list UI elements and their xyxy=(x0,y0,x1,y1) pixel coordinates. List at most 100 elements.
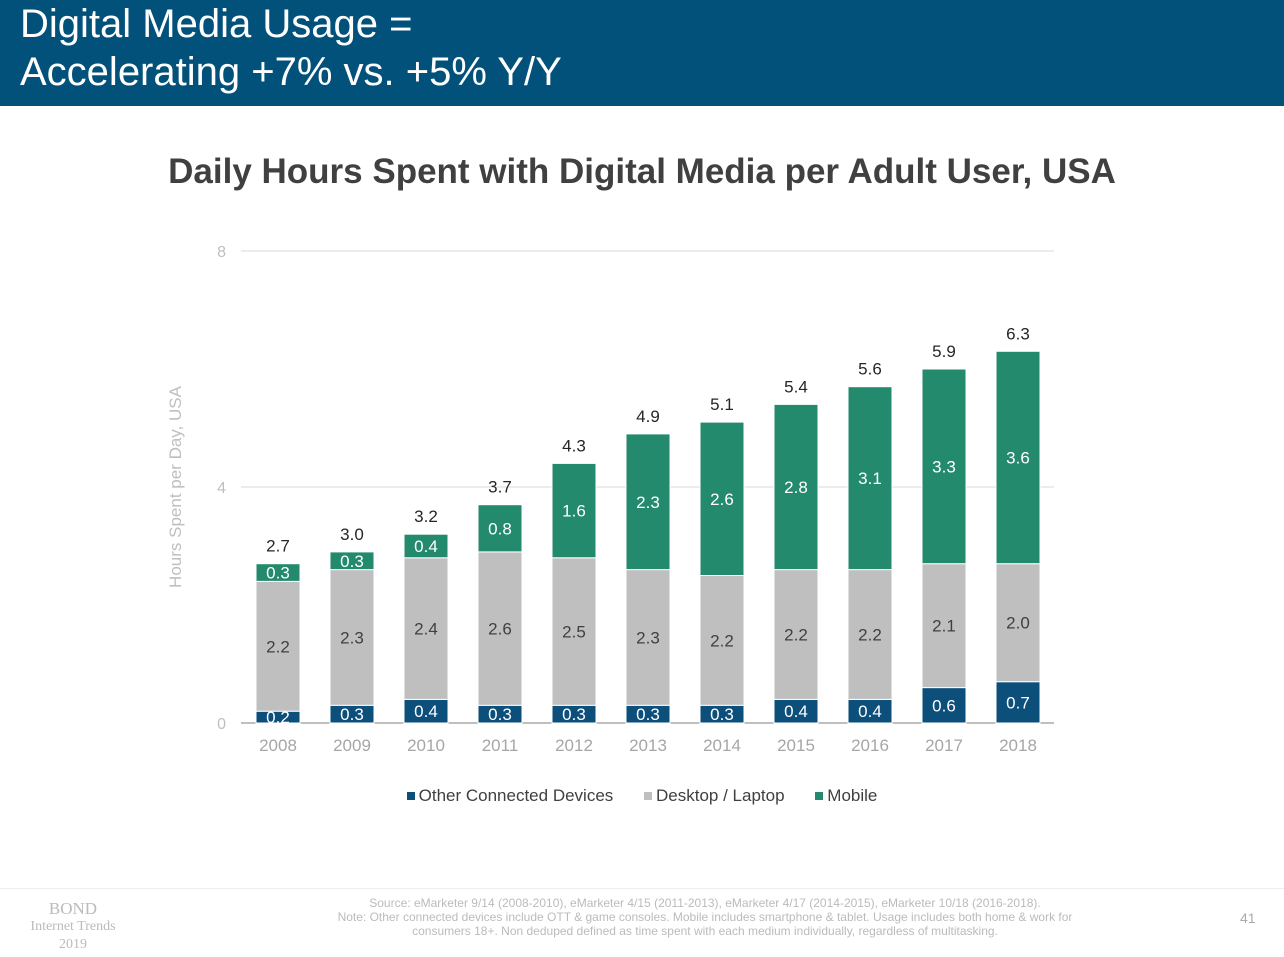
legend-swatch xyxy=(815,792,824,800)
data-label: 3.1 xyxy=(858,469,882,488)
data-label: 0.7 xyxy=(1006,693,1030,712)
total-label: 5.9 xyxy=(932,342,956,361)
x-tick-label: 2014 xyxy=(703,736,741,755)
y-axis-label: Hours Spent per Day, USA xyxy=(166,385,185,588)
legend-label: Desktop / Laptop xyxy=(656,786,785,805)
data-label: 0.3 xyxy=(562,705,586,724)
data-label: 0.3 xyxy=(340,705,364,724)
data-label: 2.3 xyxy=(636,628,660,647)
bar-desktop xyxy=(625,569,671,706)
legend: Other Connected Devices Desktop / Laptop… xyxy=(0,786,1284,806)
legend-item-desktop: Desktop / Laptop xyxy=(644,786,785,806)
y-tick-label: 8 xyxy=(217,244,226,261)
data-label: 3.3 xyxy=(932,457,956,476)
footer-divider xyxy=(0,888,1284,889)
data-label: 0.4 xyxy=(858,702,882,721)
total-label: 3.0 xyxy=(340,525,364,544)
bar-mobile xyxy=(403,533,449,559)
data-label: 2.3 xyxy=(340,628,364,647)
data-label: 2.8 xyxy=(784,478,808,497)
bar-desktop xyxy=(995,563,1041,683)
bar-desktop xyxy=(551,557,597,706)
bar-desktop xyxy=(921,563,967,689)
x-tick-label: 2015 xyxy=(777,736,815,755)
total-label: 5.1 xyxy=(710,395,734,414)
data-label: 2.6 xyxy=(488,620,512,639)
data-label: 2.2 xyxy=(266,637,290,656)
bar-desktop xyxy=(329,569,375,706)
bar-mobile xyxy=(255,563,301,582)
note-text: Note: Other connected devices include OT… xyxy=(337,910,1073,938)
bar-desktop xyxy=(403,557,449,700)
data-label: 2.2 xyxy=(858,626,882,645)
bond-logo: BOND Internet Trends 2019 xyxy=(20,900,126,954)
bar-mobile xyxy=(995,350,1041,565)
data-label: 2.6 xyxy=(710,490,734,509)
data-label: 0.8 xyxy=(488,519,512,538)
bar-mobile xyxy=(773,403,819,571)
bar-mobile xyxy=(329,551,375,571)
data-label: 2.4 xyxy=(414,620,438,639)
bar-other xyxy=(995,681,1041,724)
slide-title: Digital Media Usage = Accelerating +7% v… xyxy=(20,2,562,94)
data-label: 2.2 xyxy=(784,626,808,645)
total-label: 6.3 xyxy=(1006,324,1030,343)
data-label: 0.3 xyxy=(488,705,512,724)
bar-mobile xyxy=(551,462,597,559)
total-label: 4.9 xyxy=(636,407,660,426)
bar-mobile xyxy=(699,421,745,576)
x-tick-label: 2008 xyxy=(259,736,297,755)
data-label: 2.2 xyxy=(710,631,734,650)
legend-label: Other Connected Devices xyxy=(418,786,614,805)
x-tick-label: 2017 xyxy=(925,736,963,755)
source-text: Source: eMarketer 9/14 (2008-2010), eMar… xyxy=(369,896,1041,910)
data-label: 0.4 xyxy=(414,537,438,556)
bar-desktop xyxy=(477,551,523,706)
data-label: 3.6 xyxy=(1006,449,1030,468)
x-tick-label: 2012 xyxy=(555,736,593,755)
data-label: 2.3 xyxy=(636,493,660,512)
data-label: 0.3 xyxy=(340,552,364,571)
logo-subtext: Internet Trends xyxy=(30,919,116,934)
data-label: 2.0 xyxy=(1006,614,1030,633)
total-label: 5.6 xyxy=(858,360,882,379)
y-tick-label: 4 xyxy=(217,480,226,497)
bar-desktop xyxy=(255,580,301,712)
source-note: Source: eMarketer 9/14 (2008-2010), eMar… xyxy=(330,896,1080,938)
data-label: 2.1 xyxy=(932,617,956,636)
data-label: 0.6 xyxy=(932,696,956,715)
legend-item-mobile: Mobile xyxy=(815,786,877,806)
total-label: 5.4 xyxy=(784,377,808,396)
bar-mobile xyxy=(477,504,523,553)
y-tick-label: 0 xyxy=(217,716,226,733)
total-label: 3.2 xyxy=(414,507,438,526)
bar-mobile xyxy=(921,368,967,565)
legend-swatch xyxy=(644,792,653,800)
x-tick-label: 2011 xyxy=(482,736,519,755)
data-label: 0.2 xyxy=(266,708,290,727)
data-label: 0.4 xyxy=(414,702,438,721)
total-label: 3.7 xyxy=(488,478,512,497)
legend-item-other: Other Connected Devices xyxy=(406,786,614,806)
data-label: 1.6 xyxy=(562,502,586,521)
logo-year: 2019 xyxy=(59,937,87,952)
x-tick-label: 2018 xyxy=(999,736,1037,755)
x-tick-label: 2009 xyxy=(333,736,371,755)
x-tick-label: 2010 xyxy=(407,736,445,755)
data-label: 2.5 xyxy=(562,623,586,642)
header-bar: Digital Media Usage = Accelerating +7% v… xyxy=(0,0,1284,106)
legend-swatch xyxy=(406,792,415,800)
legend-label: Mobile xyxy=(827,786,878,805)
bar-desktop xyxy=(699,575,745,706)
total-label: 4.3 xyxy=(562,436,586,455)
bar-mobile xyxy=(847,386,893,571)
x-tick-label: 2013 xyxy=(629,736,667,755)
x-tick-label: 2016 xyxy=(851,736,889,755)
page-number: 41 xyxy=(1240,910,1256,926)
total-label: 2.7 xyxy=(266,537,290,556)
data-label: 0.3 xyxy=(636,705,660,724)
data-label: 0.3 xyxy=(266,564,290,583)
data-label: 0.3 xyxy=(710,705,734,724)
